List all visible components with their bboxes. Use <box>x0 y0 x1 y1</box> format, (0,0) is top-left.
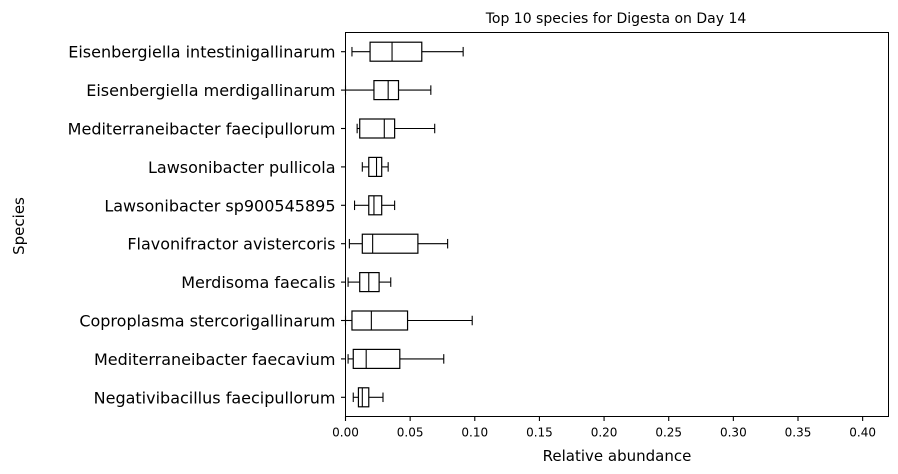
x-tick-label: 0.35 <box>785 426 812 440</box>
iqr-box <box>361 233 419 254</box>
y-tick-label: Eisenbergiella merdigallinarum <box>86 81 335 100</box>
iqr-box <box>357 387 370 408</box>
y-axis-label: Species <box>10 197 28 255</box>
x-tick-label: 0.15 <box>526 426 553 440</box>
y-tick-label: Coproplasma stercorigallinarum <box>79 312 335 331</box>
x-tick-label: 0.20 <box>591 426 618 440</box>
x-tick-label: 0.30 <box>720 426 747 440</box>
plot-frame <box>345 32 889 417</box>
iqr-box <box>368 195 383 216</box>
iqr-box <box>351 310 409 331</box>
plot-area: 0.00 0.05 0.10 0.15 0.20 0.25 0.30 0.35 0.40 Eise… <box>68 41 876 440</box>
iqr-box <box>368 156 383 177</box>
y-tick-label: Merdisoma faecalis <box>181 273 335 292</box>
y-tick-label: Lawsonibacter pullicola <box>148 158 336 177</box>
x-tick-label: 0.40 <box>849 426 876 440</box>
y-tick-label: Negativibacillus faecipullorum <box>94 388 336 407</box>
iqr-box <box>373 79 400 101</box>
chart-title: Top 10 species for Digesta on Day 14 <box>485 11 747 27</box>
iqr-box <box>352 348 401 369</box>
x-tick-label: 0.05 <box>397 426 424 440</box>
x-tick-label: 0.00 <box>332 426 359 440</box>
iqr-box <box>359 118 396 139</box>
x-axis-label: Relative abundance <box>543 447 692 465</box>
x-tick-label: 0.25 <box>655 426 682 440</box>
x-tick-label: 0.10 <box>461 426 488 440</box>
y-tick-label: Lawsonibacter sp900545895 <box>104 196 335 215</box>
iqr-box <box>359 272 380 293</box>
y-tick-label: Mediterraneibacter faecavium <box>94 350 336 369</box>
y-tick-label: Flavonifractor avistercoris <box>127 235 335 254</box>
iqr-box <box>369 41 423 62</box>
y-tick-label: Mediterraneibacter faecipullorum <box>68 120 336 139</box>
y-tick-label: Eisenbergiella intestinigallinarum <box>68 43 335 62</box>
